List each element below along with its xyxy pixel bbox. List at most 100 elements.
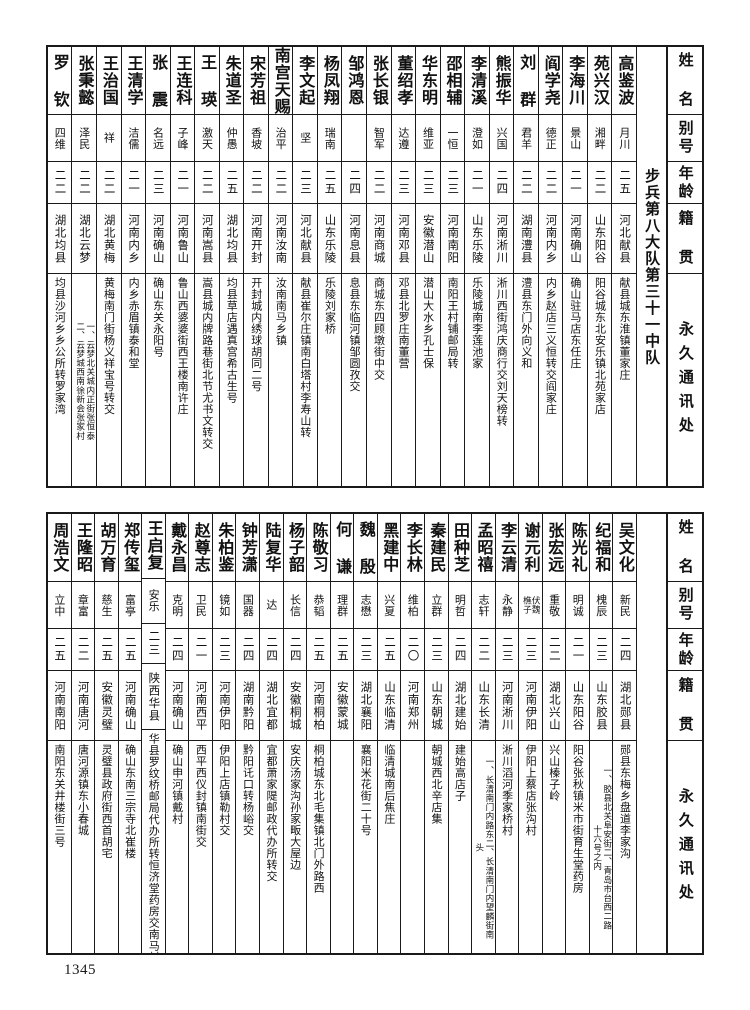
record-address-part-1: 头 (473, 843, 484, 853)
record-name-cell: 李清溪 (465, 47, 489, 115)
record-alias: 恭韬 (312, 593, 326, 617)
record-name-cell: 赵尊志 (189, 514, 212, 582)
record-address: 建始高店子 (453, 744, 467, 802)
record-name: 魏 殷 (356, 520, 376, 575)
record-origin: 湖北宜都 (265, 680, 280, 731)
record-alias-cell: 香坡 (244, 115, 268, 162)
record-alias-cell: 富亭 (118, 582, 142, 629)
roster-record: 罗 钦四维 二二 湖北均县 均县沙河乡乡公所转罗家湾 (47, 47, 72, 486)
record-alias-cell: 四维 (47, 115, 72, 162)
roster-record: 孟昭禧 志轩 二二 山东长清 一、长清南门内路东二、长清南门内望麟街南头 (471, 514, 495, 953)
record-age-cell: 二五 (95, 629, 118, 671)
roster-record: 王清学 洁儒 二一 河南内乡 内乡赤眉镇泰和堂 (120, 47, 146, 486)
record-age: 二二 (76, 636, 91, 663)
record-age: 二四 (348, 169, 363, 196)
roster-record: 胡万育 慈生 二五 安徽灵璧 灵璧县政府街西首胡宅 (94, 514, 118, 953)
record-name-cell: 苑兴汉 (587, 47, 612, 115)
record-name: 高鉴波 (615, 55, 635, 106)
roster-record: 魏 殷志懋 二三 湖北襄阳 襄阳米花街二十号 (353, 514, 377, 953)
record-alias-cell: 长信 (283, 582, 307, 629)
record-age-cell: 二三 (142, 624, 165, 664)
record-age-cell: 二五 (317, 162, 342, 204)
record-origin-cell: 河南息县 (342, 204, 366, 274)
record-alias: 兴夏 (382, 593, 396, 617)
record-origin: 山东长清 (477, 680, 492, 731)
record-origin: 河南西平 (194, 680, 209, 731)
record-name: 周浩文 (50, 522, 70, 573)
record-alias: 洁儒 (126, 126, 140, 150)
record-age: 二五 (382, 636, 397, 663)
record-age-cell: 二五 (307, 629, 330, 671)
record-alias-cell: 镜如 (212, 582, 236, 629)
record-alias-part-0: 伏魏 (530, 595, 541, 615)
record-name-cell: 王治国 (96, 47, 121, 115)
record-alias: 达遵 (396, 126, 410, 150)
record-name-cell: 田种芝 (448, 514, 472, 582)
header-alias-cell: 别号 (668, 582, 702, 629)
record-alias-cell: 槐辰 (589, 582, 613, 629)
record-name: 董绍孝 (394, 55, 414, 106)
record-address-cell: 一、胶县北关阜安街二、青岛市台西二路 十六号之内 (590, 741, 613, 953)
record-address: 宜都萧家隄邮政代办所转交 (265, 744, 279, 882)
record-age: 二五 (225, 169, 240, 196)
record-name: 吴文化 (615, 522, 635, 573)
record-alias: 景山 (568, 126, 582, 150)
record-age-cell: 二三 (391, 162, 416, 204)
record-address: 鲁山西婆婆街西王楼南许庄 (176, 277, 190, 415)
record-age: 二五 (323, 169, 338, 196)
record-name-cell: 华东明 (416, 47, 440, 115)
record-alias-cell: 泽民 (72, 115, 96, 162)
record-age-cell: 二三 (424, 629, 448, 671)
record-age: 二五 (335, 636, 350, 663)
header-name-cell: 姓 名 (668, 514, 702, 582)
record-address-cell: 息县东临河镇邹圆孜交 (342, 274, 366, 486)
record-age: 二一 (571, 636, 586, 663)
record-alias-cell: 名远 (146, 115, 170, 162)
record-name-cell: 阎学尧 (538, 47, 563, 115)
record-address: 黔阳讬口转杨峪交 (241, 744, 255, 836)
roster-record: 何 谦理群 二五 安徽蒙城 (329, 514, 354, 953)
record-age: 二一 (470, 169, 485, 196)
record-alias: 泽民 (77, 126, 91, 150)
record-name: 王启复 (144, 520, 164, 572)
record-origin: 山东乐陵 (323, 213, 338, 264)
page-number: 1345 (64, 962, 96, 978)
record-age: 二五 (123, 636, 138, 663)
record-origin-cell: 湖北兴山 (542, 671, 566, 741)
roster-record: 王启复 安乐 二三 陕西华县 华县罗纹桥邮局代办所转恒济堂药房交南马村 (141, 514, 165, 953)
record-origin: 河南唐河 (76, 680, 91, 731)
record-alias: 富亭 (123, 593, 137, 617)
record-origin: 河南淅川 (500, 680, 515, 731)
record-name: 黑建中 (380, 522, 400, 573)
record-name-cell: 高鉴波 (612, 47, 636, 115)
record-alias: 镜如 (217, 593, 231, 617)
record-name: 郑传玺 (121, 522, 141, 573)
record-origin: 湖北黄梅 (102, 213, 117, 264)
record-origin: 河南开封 (249, 213, 264, 264)
record-age-cell: 二五 (330, 629, 354, 671)
record-address-cell: 安庆汤家沟孙家畈大屋边 (284, 741, 307, 953)
header-address: 永久通讯处 (676, 321, 695, 441)
record-origin-cell: 湖北云梦 (72, 204, 96, 274)
record-address: 阳谷城东北安乐镇北苑家店 (593, 277, 607, 415)
record-address-cell: 华县罗纹桥邮局代办所转恒济堂药房交南马村 (142, 730, 165, 953)
header-alias: 别号 (676, 120, 695, 156)
record-address-cell: 确山驻马店东任庄 (563, 274, 587, 486)
record-name: 罗 钦 (50, 53, 70, 108)
record-address: 伊阳上店镇勒村交 (217, 744, 231, 836)
record-name: 陈敬习 (309, 522, 329, 573)
record-alias: 志轩 (476, 593, 490, 617)
record-origin-cell: 河南南阳 (47, 671, 71, 741)
record-age-cell: 二三 (495, 629, 519, 671)
record-origin-cell: 湖北郧县 (613, 671, 636, 741)
record-age: 二二 (274, 169, 289, 196)
record-name-cell: 王连科 (170, 47, 195, 115)
record-age: 二三 (151, 169, 166, 196)
record-alias-cell: 理群 (330, 582, 354, 629)
record-name: 邹鸿恩 (345, 55, 365, 106)
record-name-cell: 吴文化 (613, 514, 636, 582)
roster-record: 张 震名远 二三 河南确山 确山东关永阳号 (145, 47, 170, 486)
roster-record: 秦建民 立群 二三 山东朝城 朝城西北辛店集 (423, 514, 448, 953)
roster-record: 邵相辅 一恒 二三 河南南阳 南阳王村铺邮局转 (439, 47, 465, 486)
record-origin: 山东乐陵 (470, 213, 485, 264)
